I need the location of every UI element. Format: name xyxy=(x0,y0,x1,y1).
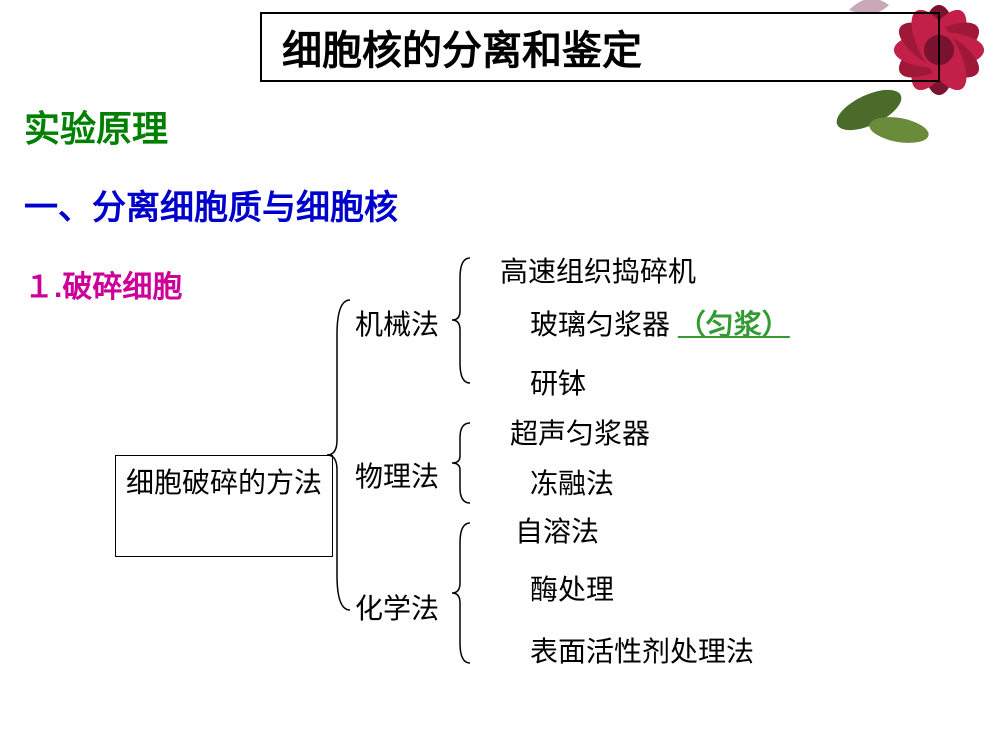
item-glass-homogenizer: 玻璃匀浆器 xyxy=(530,309,670,340)
item-surfactant: 表面活性剂处理法 xyxy=(530,630,754,670)
item-mortar: 研钵 xyxy=(530,362,586,402)
step-label: １.破碎细胞 xyxy=(24,262,182,306)
method-physical: 物理法 xyxy=(355,455,439,495)
title-box: 细胞核的分离和鉴定 xyxy=(260,12,940,82)
brace-physical xyxy=(450,418,475,508)
item-ultrasonic: 超声匀浆器 xyxy=(510,412,650,452)
item-glass-homogenizer-row: 玻璃匀浆器 （匀浆） xyxy=(530,303,790,343)
item-autolysis: 自溶法 xyxy=(515,510,599,550)
brace-chemical xyxy=(450,518,475,668)
subtitle: 实验原理 xyxy=(24,100,168,152)
tree-root: 细胞破碎的方法 xyxy=(115,455,333,557)
homogenate-link[interactable]: （匀浆） xyxy=(678,309,790,340)
item-high-speed: 高速组织捣碎机 xyxy=(500,250,696,290)
slide-title: 细胞核的分离和鉴定 xyxy=(282,18,642,76)
item-enzyme: 酶处理 xyxy=(530,568,614,608)
brace-mechanical xyxy=(450,253,475,388)
method-mechanical: 机械法 xyxy=(355,303,439,343)
section-heading: 一、分离细胞质与细胞核 xyxy=(24,180,398,229)
method-chemical: 化学法 xyxy=(355,587,439,627)
item-freeze-thaw: 冻融法 xyxy=(530,462,614,502)
